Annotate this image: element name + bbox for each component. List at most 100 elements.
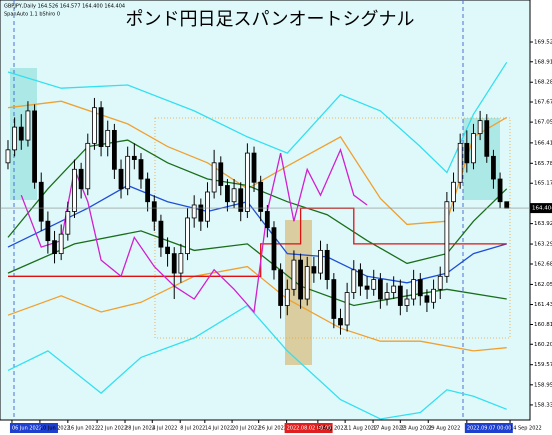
candle-body xyxy=(45,220,51,242)
candle-body xyxy=(284,288,290,306)
x-tick-label: 06 Jun 2022 xyxy=(12,426,42,432)
candle-body xyxy=(497,178,503,203)
x-tick-label: 4 Jul 2022 xyxy=(152,426,177,432)
candle-body xyxy=(411,279,417,300)
candle-body xyxy=(397,285,403,306)
candle-body xyxy=(424,295,430,303)
candle-body xyxy=(444,201,450,277)
y-tick-label: 165.785 xyxy=(534,161,552,167)
candle-body xyxy=(298,259,303,300)
candle-body xyxy=(311,266,317,274)
y-tick-label: 166.415 xyxy=(534,140,552,146)
x-tick-label: 11 Aug 2022 xyxy=(345,426,377,432)
candle-body xyxy=(18,126,24,141)
candle-body xyxy=(344,292,350,326)
info-text: SpanAuto 1.1 bShiro 0 xyxy=(4,12,60,18)
y-tick-label: 163.925 xyxy=(534,221,552,227)
x-tick-label: 14 Sep 2022 xyxy=(510,426,542,432)
x-tick-label: 10 Jun 2022 xyxy=(40,426,70,432)
candle-body xyxy=(484,120,490,157)
candle-body xyxy=(404,298,410,306)
candle-body xyxy=(251,152,257,183)
y-tick-label: 158.335 xyxy=(534,402,552,408)
candle-body xyxy=(38,181,44,222)
candle-body xyxy=(271,227,277,271)
candle-body xyxy=(351,269,357,293)
marks xyxy=(5,61,510,420)
candle-body xyxy=(198,204,204,222)
candle-body xyxy=(5,149,11,164)
info-text: GBPJPY,Daily 164.526 164.577 164.400 164… xyxy=(4,4,125,10)
y-tick-label: 160.815 xyxy=(534,322,552,328)
y-tick-label: 169.525 xyxy=(534,40,552,46)
candle-body xyxy=(324,249,330,280)
x-tick-label: 8 Jul 2022 xyxy=(180,426,205,432)
indicator-line xyxy=(7,265,507,352)
candle-body xyxy=(138,159,144,180)
y-tick-label: 161.430 xyxy=(534,302,552,308)
candle-body xyxy=(471,133,476,164)
x-tick-label: 22 Jun 2022 xyxy=(97,426,127,432)
candle-body xyxy=(111,129,117,170)
candle-body xyxy=(158,220,164,248)
x-tick-label: 28 Jun 2022 xyxy=(125,426,155,432)
x-tick-highlight xyxy=(464,423,513,433)
candle-body xyxy=(25,110,31,141)
x-tick-label: 14 Jul 2022 xyxy=(205,426,233,432)
x-tick-label: 2022.09.07 00:00 xyxy=(467,426,512,432)
candle-body xyxy=(371,279,377,290)
candle-body xyxy=(78,168,84,190)
candle-body xyxy=(304,266,310,300)
x-tick-label: 26 Jul 2022 xyxy=(259,426,287,432)
x-tick-label: 17 Aug 2022 xyxy=(373,426,405,432)
candle-body xyxy=(58,233,64,255)
candle-body xyxy=(318,249,323,274)
candle-body xyxy=(437,275,443,290)
y-tick-label: 160.205 xyxy=(534,342,552,348)
candle-body xyxy=(92,107,97,144)
candle-body xyxy=(331,279,337,319)
x-tick-label: 20 Jul 2022 xyxy=(232,426,260,432)
last-price-box xyxy=(530,203,552,214)
y-tick-label: 167.055 xyxy=(534,120,552,126)
candle-body xyxy=(178,253,184,274)
x-tick-label: 16 Jun 2022 xyxy=(68,426,98,432)
candle-body xyxy=(65,211,71,235)
candle-body xyxy=(358,269,363,287)
chart-title: ポンド円日足スパンオートシグナル xyxy=(126,9,415,30)
candle-body xyxy=(391,285,397,293)
candle-body xyxy=(72,168,77,212)
candle-body xyxy=(338,318,343,326)
candle-body xyxy=(211,162,217,193)
candle-body xyxy=(151,201,157,222)
candle-body xyxy=(417,279,423,297)
candle-body xyxy=(377,279,383,300)
candle-body xyxy=(264,211,270,229)
y-tick-label: 165.170 xyxy=(534,181,552,187)
x-tick-label: 23 Aug 2022 xyxy=(400,426,432,432)
x-tick-label: 5 Aug 2022 xyxy=(318,426,347,432)
range-box xyxy=(154,117,511,339)
candle-body xyxy=(32,110,37,183)
candle-body xyxy=(205,191,210,222)
candle-body xyxy=(165,246,170,255)
candle-body xyxy=(85,142,91,190)
y-tick-label: 162.050 xyxy=(534,282,552,288)
x-tick-highlight xyxy=(284,423,333,433)
candle-body xyxy=(464,142,470,164)
candle-body xyxy=(431,288,436,303)
candle-body xyxy=(125,155,131,190)
candle-body xyxy=(12,126,18,151)
y-tick-label: 159.575 xyxy=(534,362,552,368)
candle-body xyxy=(98,107,104,147)
candle-body xyxy=(457,142,463,183)
y-tick-label: 168.915 xyxy=(534,59,552,65)
y-tick-label: 163.295 xyxy=(534,242,552,248)
candle-body xyxy=(477,120,483,135)
candle-body xyxy=(244,152,250,212)
candle-body xyxy=(118,168,124,190)
candle-body xyxy=(451,181,456,203)
y-tick-label: 162.680 xyxy=(534,262,552,268)
indicator-line xyxy=(7,61,508,174)
candle-body xyxy=(191,204,197,219)
